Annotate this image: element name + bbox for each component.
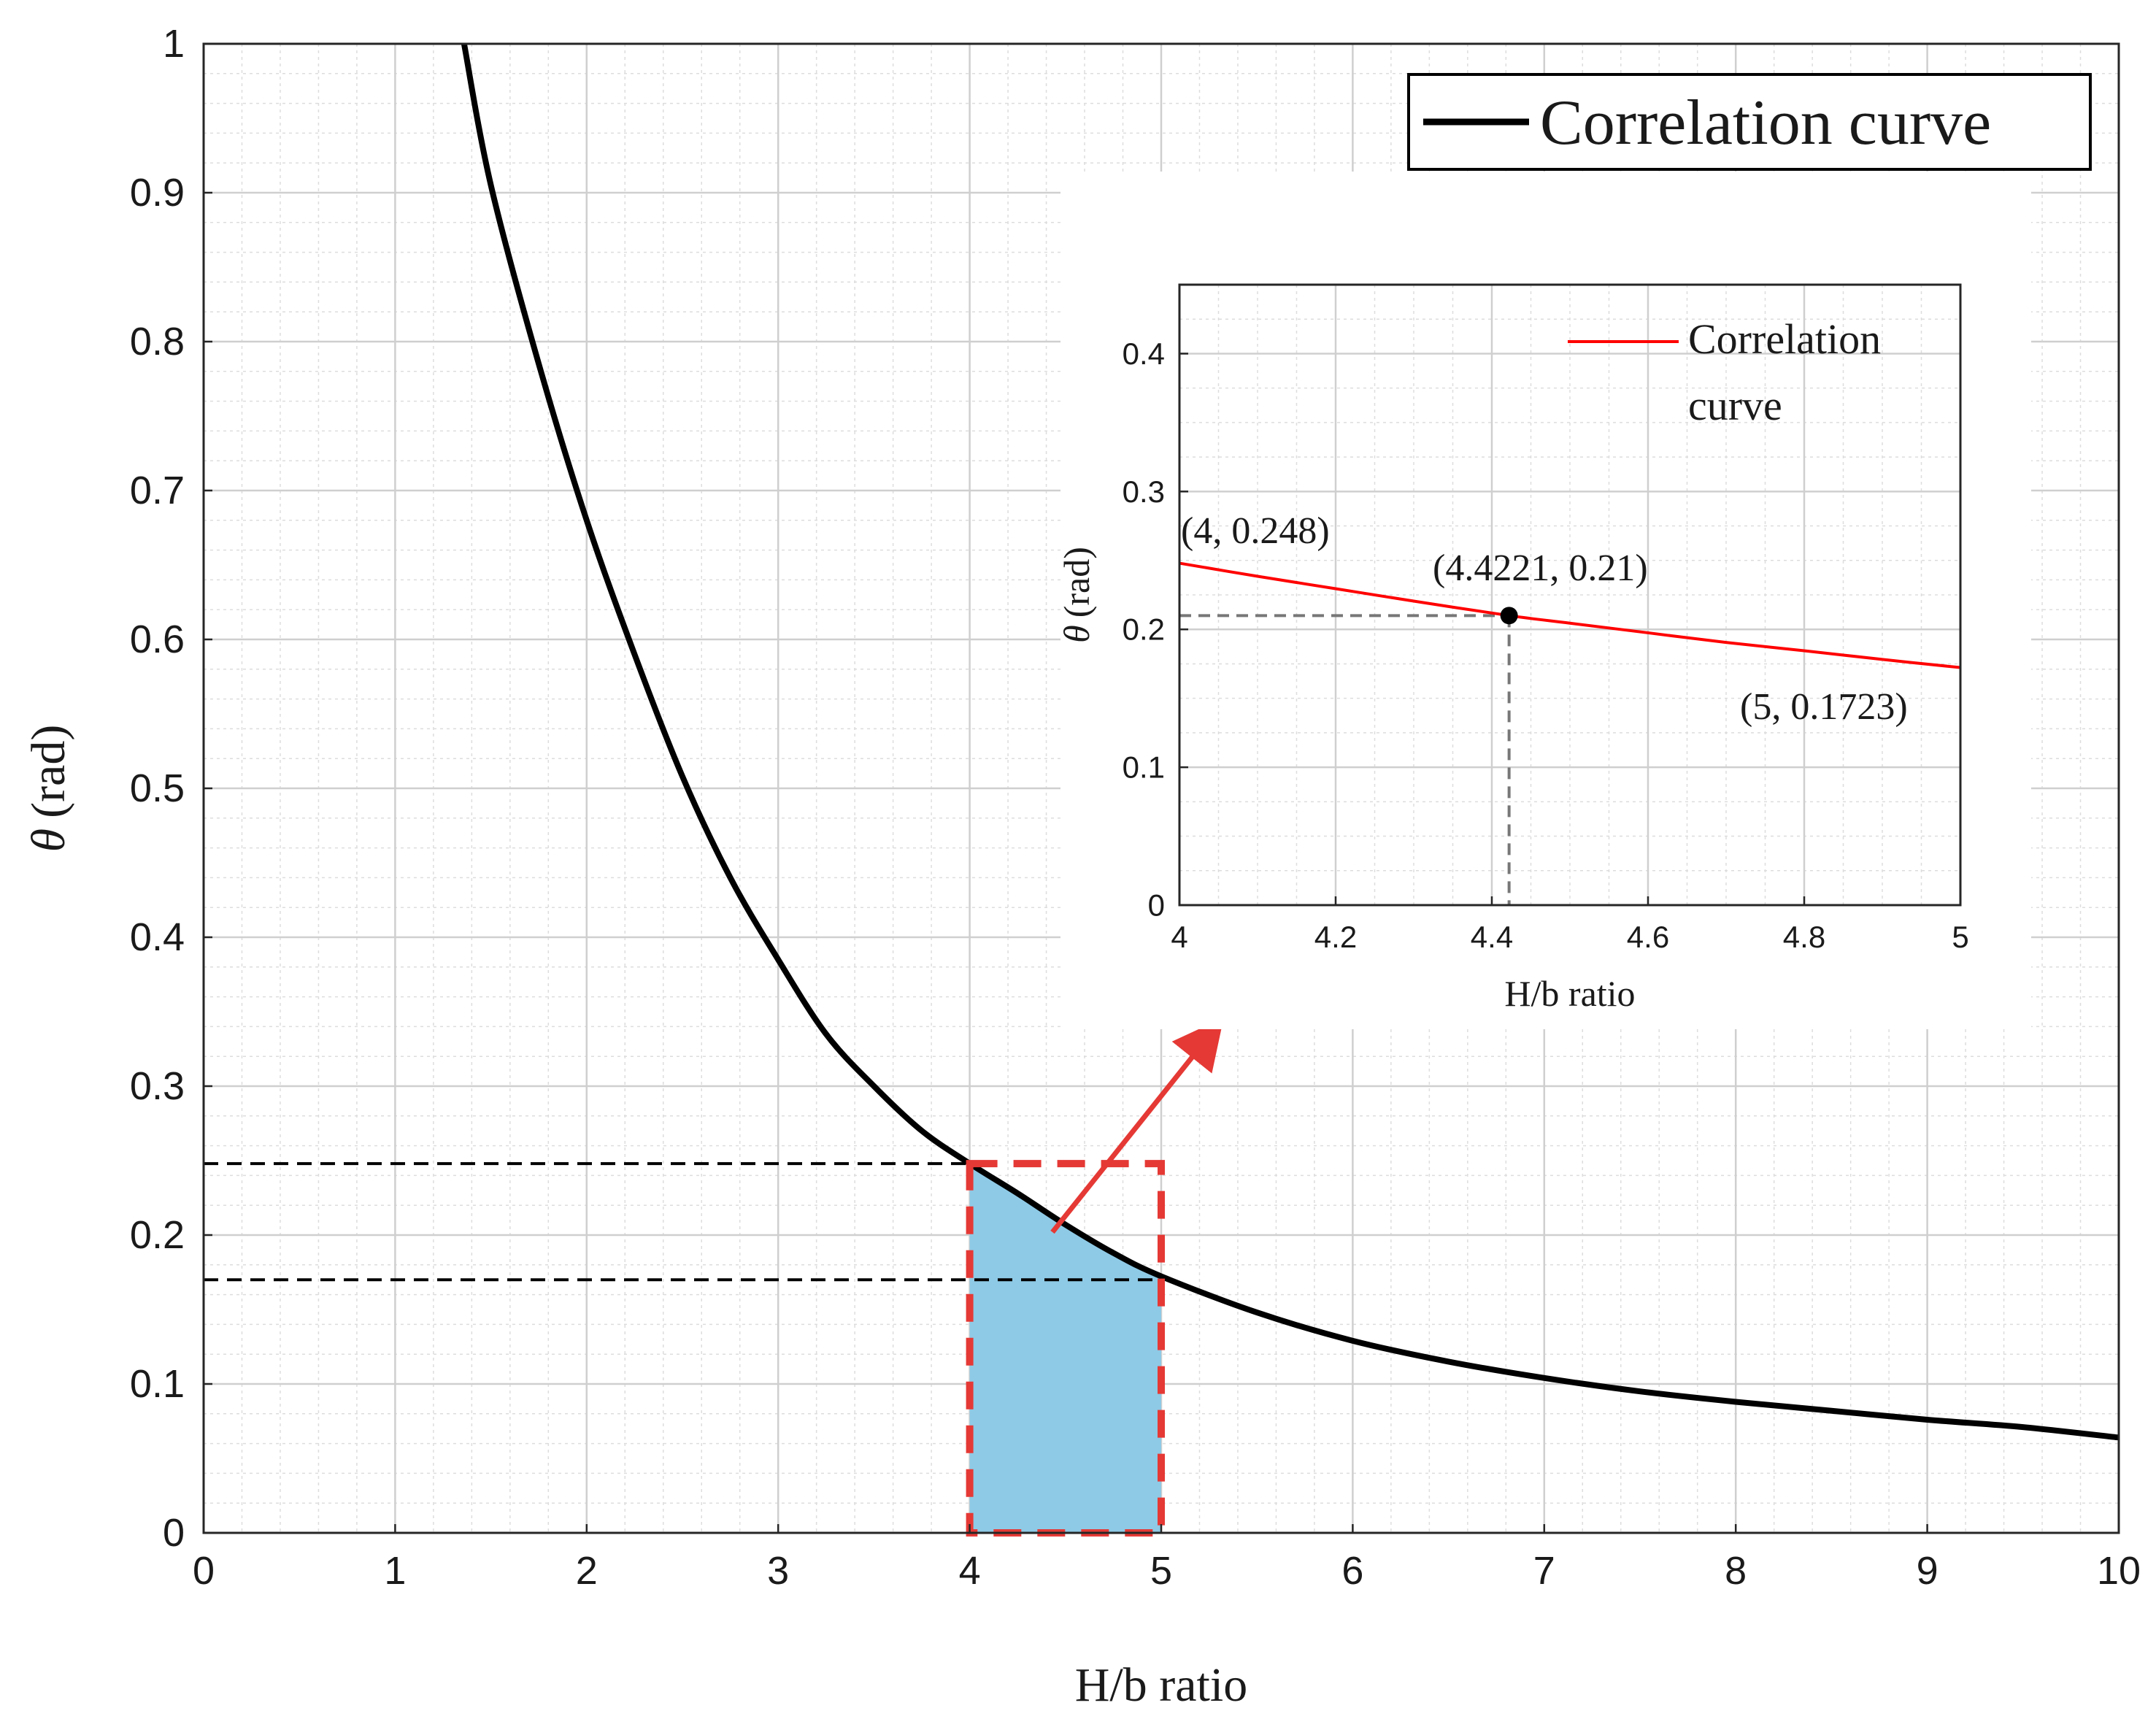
main-x-tick-label: 8 bbox=[1725, 1549, 1747, 1593]
inset-y-axis-symbol: θ bbox=[1056, 625, 1097, 643]
main-y-tick-label: 0.6 bbox=[130, 618, 185, 661]
correlation-curve-line bbox=[461, 43, 2120, 1441]
inset-y-tick-label: 0.3 bbox=[1123, 474, 1165, 509]
inset-x-tick-label: 5 bbox=[1952, 920, 1968, 954]
main-x-tick-label: 2 bbox=[576, 1549, 598, 1593]
highlight-point bbox=[1500, 607, 1518, 625]
inset-x-tick-label: 4.4 bbox=[1471, 920, 1513, 954]
main-x-tick-label: 1 bbox=[384, 1549, 406, 1593]
main-y-axis-label: θ (rad) bbox=[22, 725, 75, 853]
main-y-axis-symbol: θ bbox=[22, 828, 75, 852]
inset-y-tick-label: 0.2 bbox=[1123, 612, 1165, 647]
inset-correlation-curve-line bbox=[1179, 561, 1961, 669]
main-x-tick-label: 4 bbox=[959, 1549, 981, 1593]
main-y-tick-label: 0.7 bbox=[130, 469, 185, 512]
main-x-tick-label: 7 bbox=[1533, 1549, 1555, 1593]
main-x-tick-label: 0 bbox=[193, 1549, 215, 1593]
main-x-tick-label: 6 bbox=[1341, 1549, 1363, 1593]
callout-arrow bbox=[1050, 1018, 1224, 1234]
main-y-axis-unit: (rad) bbox=[22, 725, 75, 818]
annotation-highlight-point: (4.4221, 0.21) bbox=[1433, 547, 1648, 589]
main-y-tick-label: 0.9 bbox=[130, 171, 185, 215]
main-x-tick-label: 3 bbox=[767, 1549, 789, 1593]
main-legend: Correlation curve bbox=[1407, 73, 2092, 171]
inset-x-tick-labels: 4 4.2 4.4 4.6 4.8 5 bbox=[1171, 896, 1969, 954]
main-x-tick-labels: 0 1 2 3 4 5 6 7 8 9 10 bbox=[193, 1524, 2141, 1593]
main-y-tick-label: 0.5 bbox=[130, 766, 185, 810]
main-y-tick-labels: 0 0.1 0.2 0.3 0.4 0.5 0.6 0.7 0.8 0.9 1 bbox=[130, 22, 212, 1555]
annotation-end-point: (5, 0.1723) bbox=[1740, 686, 1908, 728]
inset-x-tick-label: 4.6 bbox=[1627, 920, 1669, 954]
inset-minor-grid bbox=[1179, 284, 1960, 905]
inset-y-tick-label: 0.4 bbox=[1123, 337, 1165, 371]
annotation-start-point: (4, 0.248) bbox=[1181, 510, 1330, 552]
inset-x-axis-label: H/b ratio bbox=[1504, 973, 1635, 1014]
inset-axes-frame bbox=[1178, 283, 1962, 907]
main-y-tick-label: 0.4 bbox=[130, 915, 185, 959]
inset-guide-lines bbox=[1179, 614, 1511, 905]
main-y-tick-label: 0.1 bbox=[130, 1362, 185, 1406]
highlight-box bbox=[966, 1160, 1165, 1537]
inset-y-axis-label: θ (rad) bbox=[1056, 547, 1097, 643]
inset-legend-label-line1: Correlation bbox=[1688, 315, 1881, 363]
inset-y-axis-unit: (rad) bbox=[1056, 547, 1097, 618]
main-x-tick-label: 5 bbox=[1150, 1549, 1172, 1593]
inset-legend: Correlation curve bbox=[1568, 315, 1881, 429]
inset-chart: 4 4.2 4.4 4.6 4.8 5 0 0.1 0.2 0.3 0.4 H/b ratio θ… bbox=[1056, 172, 2031, 1029]
inset-y-tick-labels: 0 0.1 0.2 0.3 0.4 bbox=[1123, 337, 1188, 923]
main-y-tick-label: 0.3 bbox=[130, 1064, 185, 1108]
main-y-tick-label: 1 bbox=[163, 22, 185, 66]
inset-y-tick-label: 0.1 bbox=[1123, 750, 1165, 785]
inset-x-tick-label: 4.2 bbox=[1314, 920, 1357, 954]
inset-x-tick-label: 4 bbox=[1171, 920, 1187, 954]
main-y-tick-label: 0.2 bbox=[130, 1213, 185, 1257]
inset-legend-label-line2: curve bbox=[1688, 382, 1782, 429]
main-x-tick-label: 10 bbox=[2097, 1549, 2141, 1593]
main-legend-label: Correlation curve bbox=[1540, 88, 1991, 158]
main-y-tick-label: 0.8 bbox=[130, 320, 185, 364]
inset-y-tick-label: 0 bbox=[1148, 888, 1165, 923]
main-x-axis-label: H/b ratio bbox=[1075, 1658, 1247, 1712]
reference-lines bbox=[204, 1162, 1161, 1282]
main-x-tick-label: 9 bbox=[1917, 1549, 1939, 1593]
main-y-tick-label: 0 bbox=[163, 1511, 185, 1555]
inset-x-tick-label: 4.8 bbox=[1783, 920, 1825, 954]
